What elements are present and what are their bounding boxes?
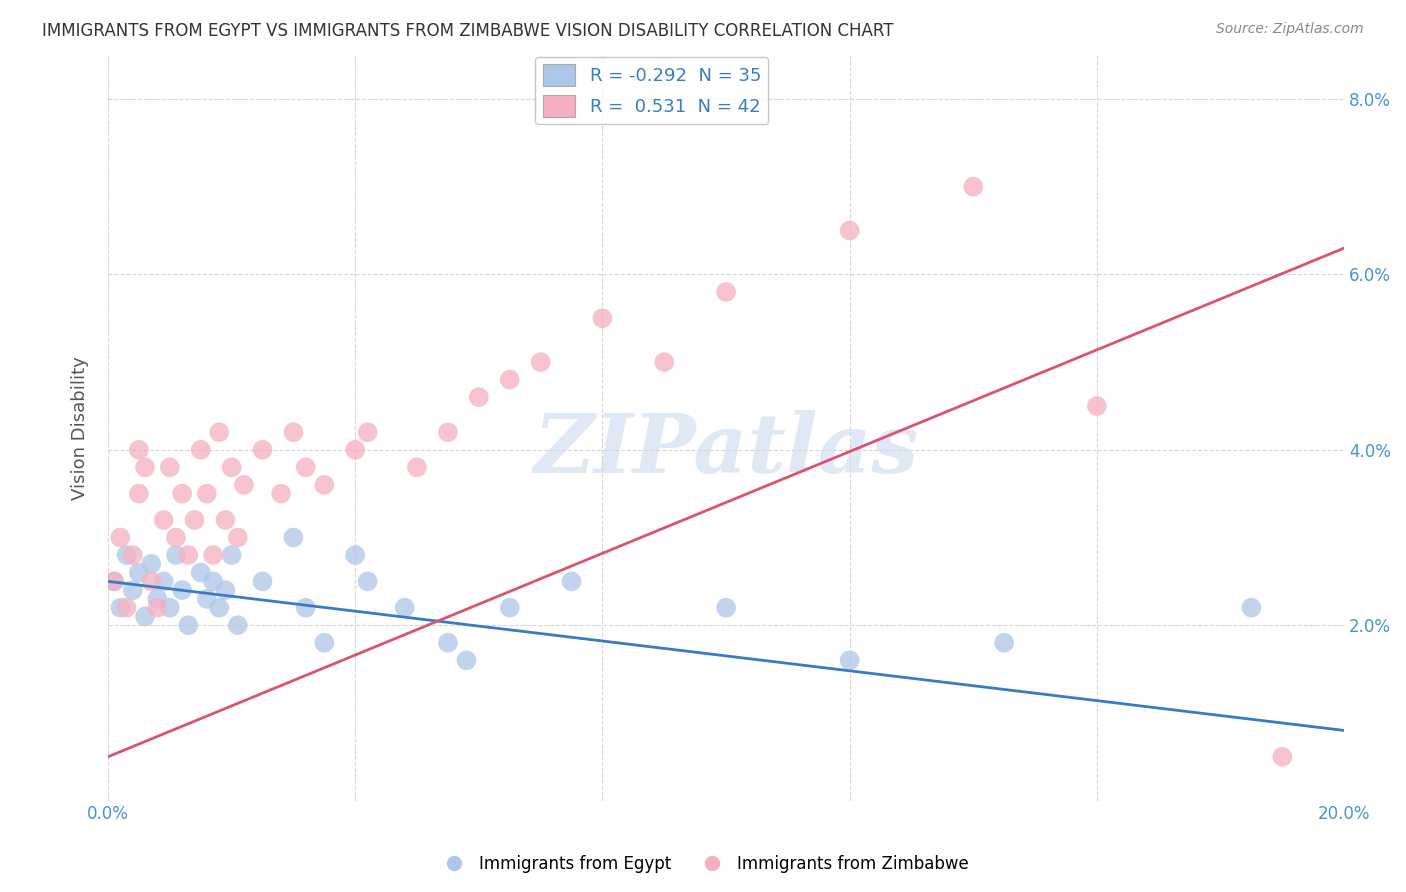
Point xyxy=(356,425,378,440)
Point xyxy=(141,557,163,571)
Point xyxy=(152,513,174,527)
Point xyxy=(146,591,169,606)
Point xyxy=(283,425,305,440)
Point xyxy=(714,600,737,615)
Point xyxy=(128,486,150,500)
Point xyxy=(195,591,218,606)
Point xyxy=(233,478,256,492)
Point xyxy=(152,574,174,589)
Text: ZIPatlas: ZIPatlas xyxy=(533,410,918,491)
Point xyxy=(252,442,274,457)
Point xyxy=(172,583,194,598)
Point xyxy=(294,600,316,615)
Point xyxy=(110,600,132,615)
Point xyxy=(221,548,243,562)
Point xyxy=(146,600,169,615)
Text: IMMIGRANTS FROM EGYPT VS IMMIGRANTS FROM ZIMBABWE VISION DISABILITY CORRELATION : IMMIGRANTS FROM EGYPT VS IMMIGRANTS FROM… xyxy=(42,22,894,40)
Point xyxy=(314,636,336,650)
Point xyxy=(314,478,336,492)
Point xyxy=(283,531,305,545)
Point xyxy=(208,425,231,440)
Point xyxy=(468,390,491,404)
Point xyxy=(962,179,984,194)
Point xyxy=(214,513,236,527)
Point xyxy=(165,548,187,562)
Point xyxy=(344,442,367,457)
Point xyxy=(437,636,460,650)
Point xyxy=(499,373,522,387)
Point xyxy=(115,548,138,562)
Point xyxy=(344,548,367,562)
Point xyxy=(165,531,187,545)
Point xyxy=(1240,600,1263,615)
Point xyxy=(226,618,249,632)
Point xyxy=(406,460,429,475)
Point xyxy=(561,574,583,589)
Point xyxy=(121,583,143,598)
Point xyxy=(172,486,194,500)
Point xyxy=(356,574,378,589)
Point xyxy=(838,223,860,237)
Point xyxy=(110,531,132,545)
Point xyxy=(134,460,156,475)
Point xyxy=(141,574,163,589)
Point xyxy=(214,583,236,598)
Point xyxy=(128,566,150,580)
Y-axis label: Vision Disability: Vision Disability xyxy=(72,356,89,500)
Legend: R = -0.292  N = 35, R =  0.531  N = 42: R = -0.292 N = 35, R = 0.531 N = 42 xyxy=(536,57,768,124)
Point xyxy=(652,355,675,369)
Point xyxy=(294,460,316,475)
Point xyxy=(177,548,200,562)
Point xyxy=(591,311,613,326)
Point xyxy=(103,574,125,589)
Point xyxy=(226,531,249,545)
Point xyxy=(115,600,138,615)
Point xyxy=(159,460,181,475)
Point xyxy=(221,460,243,475)
Point xyxy=(499,600,522,615)
Point xyxy=(437,425,460,440)
Point xyxy=(134,609,156,624)
Point xyxy=(183,513,205,527)
Legend: Immigrants from Egypt, Immigrants from Zimbabwe: Immigrants from Egypt, Immigrants from Z… xyxy=(430,848,976,880)
Point xyxy=(202,574,225,589)
Point xyxy=(993,636,1015,650)
Point xyxy=(103,574,125,589)
Point xyxy=(202,548,225,562)
Point xyxy=(177,618,200,632)
Text: Source: ZipAtlas.com: Source: ZipAtlas.com xyxy=(1216,22,1364,37)
Point xyxy=(1085,399,1108,413)
Point xyxy=(394,600,416,615)
Point xyxy=(838,653,860,667)
Point xyxy=(128,442,150,457)
Point xyxy=(190,442,212,457)
Point xyxy=(714,285,737,299)
Point xyxy=(121,548,143,562)
Point xyxy=(252,574,274,589)
Point xyxy=(530,355,553,369)
Point xyxy=(190,566,212,580)
Point xyxy=(208,600,231,615)
Point xyxy=(159,600,181,615)
Point xyxy=(456,653,478,667)
Point xyxy=(270,486,292,500)
Point xyxy=(1271,749,1294,764)
Point xyxy=(195,486,218,500)
